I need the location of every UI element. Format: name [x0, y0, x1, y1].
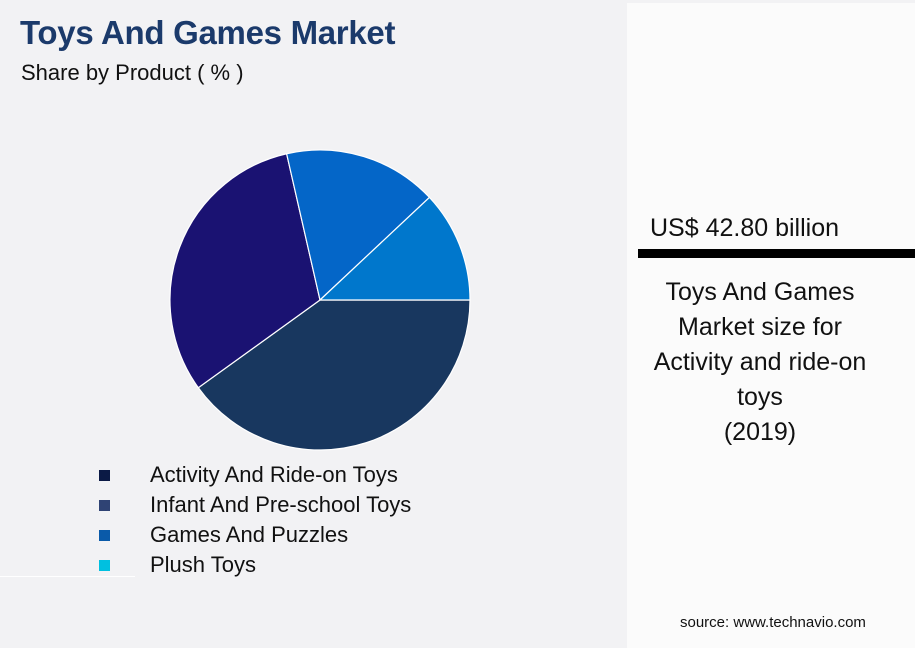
source-credit: source: www.technavio.com — [680, 614, 866, 631]
legend-swatch — [99, 469, 110, 481]
pie-slice — [318, 196, 471, 301]
divider — [0, 576, 135, 577]
market-value: US$ 42.80 billion — [650, 214, 840, 242]
legend-label: Plush Toys — [150, 552, 256, 577]
legend-label: Activity And Ride-on Toys — [150, 462, 398, 487]
desc-line: Market size for — [678, 313, 842, 341]
desc-line: toys — [737, 383, 783, 411]
legend-swatch — [99, 559, 110, 571]
legend-label: Games And Puzzles — [150, 522, 349, 547]
legend-swatch — [99, 499, 110, 511]
chart-subtitle: Share by Product ( % ) — [21, 60, 244, 85]
pie-slice — [285, 149, 431, 302]
legend-item: Activity And Ride-on Toys — [99, 460, 411, 490]
pie-slice — [169, 153, 321, 389]
desc-line: (2019) — [723, 418, 797, 446]
legend-item: Games And Puzzles — [99, 520, 411, 550]
legend-label: Infant And Pre-school Toys — [150, 492, 412, 517]
legend: Activity And Ride-on Toys Infant And Pre… — [99, 460, 411, 580]
legend-swatch — [99, 529, 110, 541]
pie-slice — [197, 299, 471, 451]
info-panel — [627, 3, 915, 648]
legend-item: Infant And Pre-school Toys — [99, 490, 411, 520]
desc-line: Toys And Games — [665, 278, 855, 306]
legend-item: Plush Toys — [99, 550, 411, 580]
market-description: Toys And Games Market size for Activity … — [635, 275, 885, 450]
value-underline-bar — [638, 249, 915, 258]
pie-chart — [169, 149, 471, 451]
desc-line: Activity and ride-on — [653, 348, 867, 376]
chart-title: Toys And Games Market — [20, 14, 396, 51]
